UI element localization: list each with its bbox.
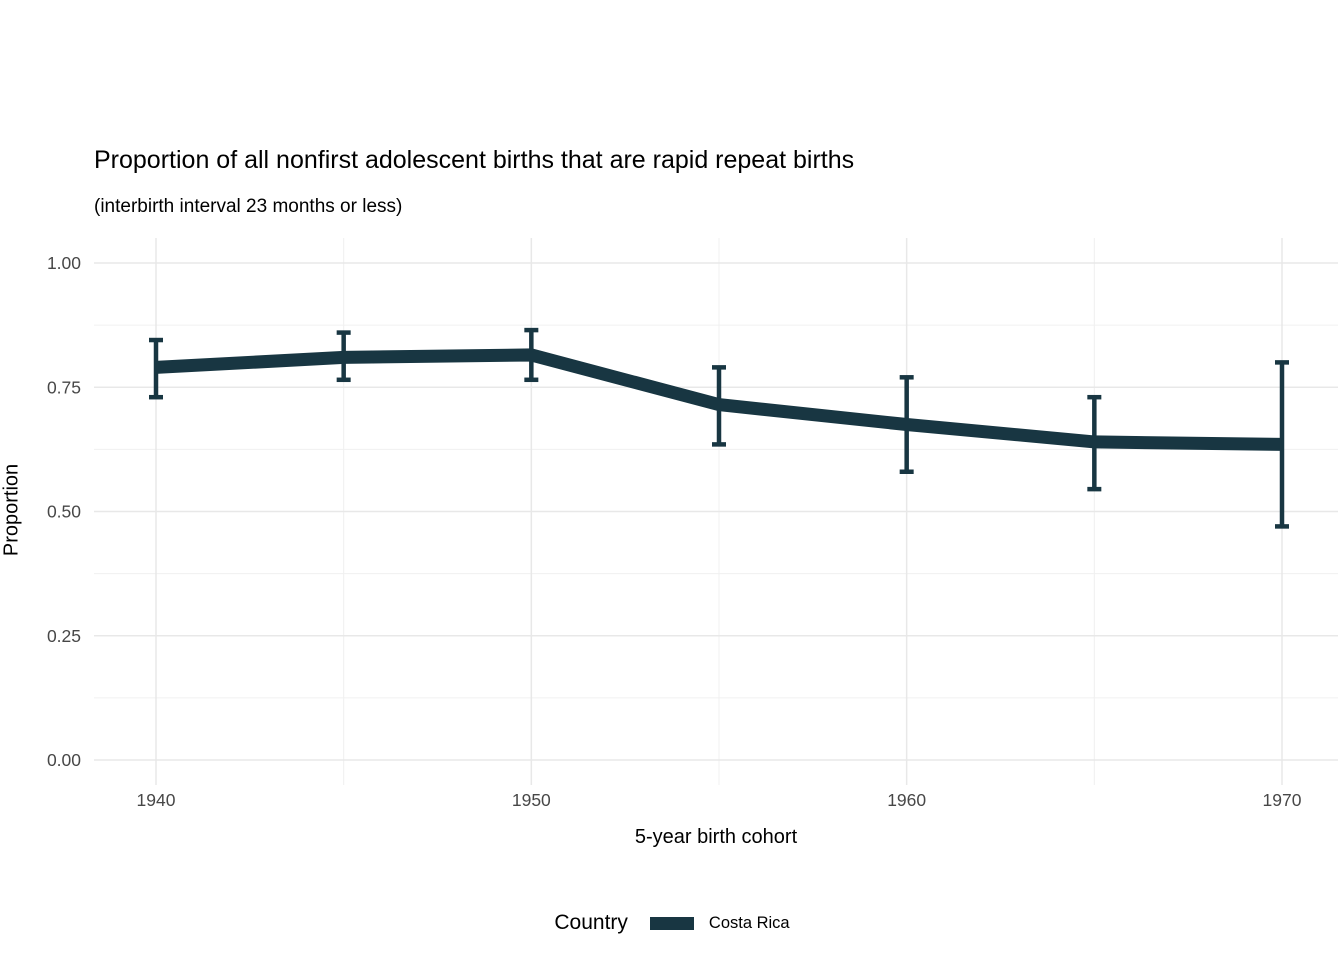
x-axis-title: 5-year birth cohort	[634, 826, 798, 848]
legend-label-costa-rica: Costa Rica	[708, 913, 790, 932]
series-line	[155, 348, 1283, 451]
y-tick-label: 0.00	[47, 750, 81, 770]
y-axis-title: Proportion	[0, 463, 23, 557]
y-tick-label: 0.50	[47, 502, 81, 522]
y-tick-label: 1.00	[47, 253, 81, 273]
x-tick-label: 1950	[512, 790, 551, 810]
x-tick-label: 1940	[137, 790, 176, 810]
chart-subtitle: (interbirth interval 23 months or less)	[94, 196, 403, 217]
x-tick-label: 1960	[887, 790, 926, 810]
y-tick-label: 0.75	[47, 377, 81, 397]
legend-swatch-costa-rica	[649, 916, 694, 930]
legend: Country Costa Rica	[0, 903, 1344, 943]
x-tick-label: 1970	[1263, 790, 1302, 810]
y-tick-label: 0.25	[47, 626, 81, 646]
chart-title: Proportion of all nonfirst adolescent bi…	[94, 146, 855, 174]
legend-title: Country	[554, 911, 628, 934]
